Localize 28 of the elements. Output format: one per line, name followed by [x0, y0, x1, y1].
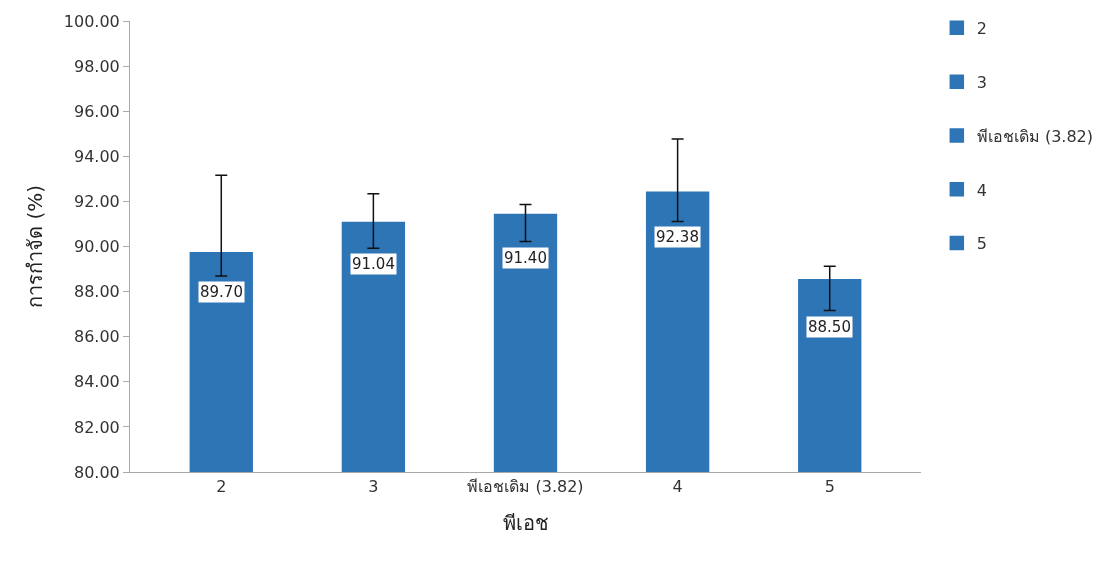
- x-tick-label: 4: [672, 477, 683, 497]
- y-tick-label: 80.00: [73, 462, 120, 482]
- y-tick-label: 90.00: [73, 237, 120, 257]
- x-tick-label: 2: [216, 477, 227, 497]
- x-axis-title: พีเอช: [502, 510, 549, 535]
- y-tick-label: 84.00: [73, 372, 120, 392]
- y-tick-label: 98.00: [73, 56, 120, 76]
- x-tick-label: พีเอชเดิม (3.82): [467, 477, 584, 497]
- y-tick-label: 92.00: [73, 192, 120, 211]
- legend-label: 3: [976, 72, 988, 92]
- data-label: 91.04: [352, 255, 395, 273]
- y-tick-label: 94.00: [73, 146, 120, 166]
- x-tick-label: 5: [824, 477, 835, 497]
- y-tick-label: 82.00: [73, 417, 120, 437]
- y-tick-label: 100.00: [63, 11, 120, 31]
- data-label: 88.50: [808, 318, 851, 336]
- y-axis-title: การกำจัด (%): [23, 185, 48, 308]
- y-tick-label: 88.00: [73, 282, 120, 302]
- x-tick-label: 3: [368, 477, 379, 497]
- data-label: 89.70: [200, 283, 243, 301]
- legend-label: 4: [976, 180, 988, 200]
- legend-label: 2: [976, 19, 988, 39]
- data-label: 91.40: [504, 249, 547, 267]
- legend-label: พีเอชเดิม (3.82): [976, 126, 1094, 146]
- y-tick-label: 86.00: [73, 327, 120, 347]
- data-label: 92.38: [656, 228, 699, 246]
- legend-label: 5: [976, 234, 988, 254]
- y-tick-label: 96.00: [73, 101, 120, 121]
